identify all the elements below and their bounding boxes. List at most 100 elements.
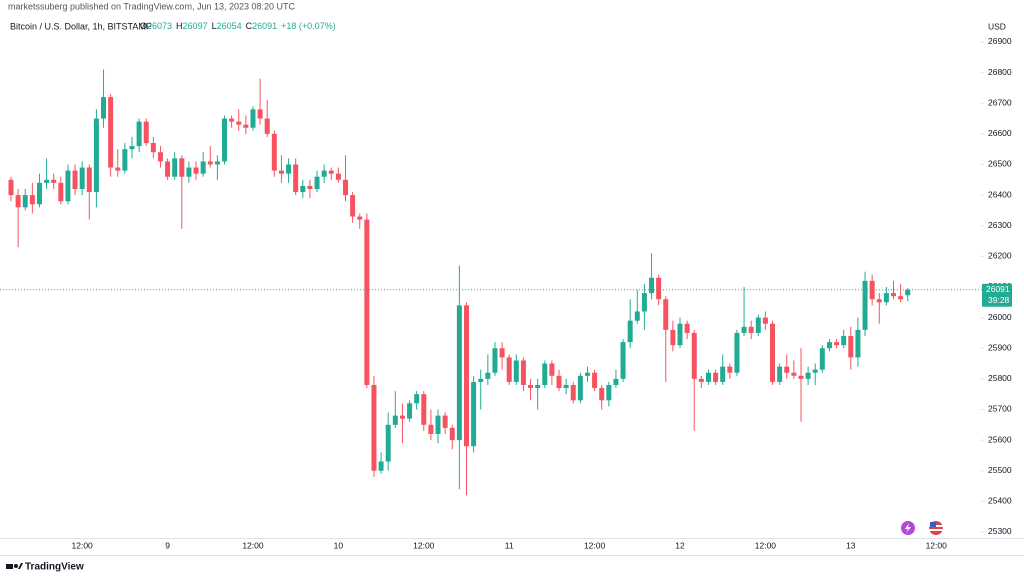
- candle-body: [741, 326, 747, 333]
- candle-body: [150, 143, 156, 153]
- legend-value: 26054: [217, 21, 242, 31]
- candle-body: [101, 97, 107, 119]
- y-tick-label: 26600: [988, 128, 1012, 138]
- candle-body: [222, 118, 228, 162]
- y-tick-label: 25600: [988, 434, 1012, 444]
- candle-body: [691, 332, 697, 379]
- candle-body: [592, 372, 598, 389]
- candle-body: [435, 415, 441, 434]
- candle-body: [663, 299, 669, 330]
- candle-body: [720, 366, 726, 382]
- candle-body: [385, 424, 391, 462]
- x-tick-label: 12:00: [584, 540, 606, 550]
- candle-body: [627, 320, 633, 343]
- candle-body: [684, 323, 690, 333]
- y-tick-label: 26400: [988, 189, 1012, 199]
- candle-body: [172, 158, 178, 177]
- candle-body: [257, 109, 263, 119]
- candle-body: [570, 384, 576, 401]
- candle-body: [805, 372, 811, 379]
- candle-body: [93, 118, 99, 193]
- x-tick-label: 13: [846, 540, 856, 550]
- y-tick-label: 25500: [988, 465, 1012, 475]
- candle-body: [841, 335, 847, 346]
- candle-body: [8, 179, 14, 196]
- last-price-box: [982, 283, 1012, 307]
- candle-body: [891, 293, 897, 297]
- candle-body: [705, 372, 711, 382]
- y-tick-label: 26000: [988, 312, 1012, 322]
- candle-body: [656, 277, 662, 300]
- candle-body: [129, 146, 135, 150]
- candle-body: [528, 384, 534, 389]
- x-tick-label: 12: [675, 540, 685, 550]
- candle-body: [407, 403, 413, 419]
- candle-body: [584, 372, 590, 376]
- candle-body: [506, 357, 512, 382]
- candle-body: [243, 124, 249, 128]
- y-tick-label: 25900: [988, 342, 1012, 352]
- candle-body: [314, 176, 320, 189]
- candle-body: [876, 299, 882, 303]
- candle-body: [620, 342, 626, 379]
- candle-body: [727, 366, 733, 373]
- candle-body: [442, 415, 448, 428]
- candle-body: [157, 152, 163, 162]
- candle-body: [499, 348, 505, 358]
- candle-body: [392, 415, 398, 425]
- y-tick-label: 26300: [988, 220, 1012, 230]
- candle-body: [399, 415, 405, 419]
- legend-value: 26091: [252, 21, 277, 31]
- candle-body: [214, 161, 220, 165]
- candle-body: [364, 219, 370, 385]
- candle-body: [869, 280, 875, 300]
- candle-body: [791, 372, 797, 376]
- candle-body: [79, 167, 85, 189]
- candle-body: [812, 369, 818, 373]
- candle-body: [698, 378, 704, 382]
- y-tick-label: 26900: [988, 36, 1012, 46]
- candle-body: [143, 121, 149, 144]
- y-axis-label: USD: [988, 21, 1006, 31]
- candle-body: [734, 332, 740, 373]
- candle-body: [44, 179, 50, 183]
- candle-body: [342, 179, 348, 196]
- candle-body: [278, 170, 284, 174]
- candle-body: [271, 133, 277, 171]
- candle-body: [300, 185, 306, 193]
- candle-body: [307, 185, 313, 189]
- candle-body: [855, 329, 861, 358]
- y-tick-label: 25800: [988, 373, 1012, 383]
- candle-body: [428, 424, 434, 434]
- candle-body: [29, 195, 35, 205]
- candle-body: [236, 121, 242, 125]
- candle-body: [834, 342, 840, 346]
- candle-body: [613, 378, 619, 385]
- logo-mark: [6, 564, 13, 569]
- candle-body: [193, 167, 199, 174]
- y-tick-label: 26500: [988, 159, 1012, 169]
- candle-body: [264, 118, 270, 134]
- legend-key: C: [246, 21, 253, 31]
- candle-body: [485, 372, 491, 379]
- candle-body: [58, 182, 64, 202]
- x-tick-label: 12:00: [755, 540, 777, 550]
- candle-body: [599, 388, 605, 401]
- ohlc-legend: O26073 H26097 L26054 C26091 +18 (+0.07%): [140, 21, 336, 31]
- legend-key: O: [140, 21, 147, 31]
- candle-body: [563, 384, 569, 389]
- brand: TradingView: [25, 562, 84, 573]
- candle-body: [492, 348, 498, 373]
- candle-body: [762, 317, 768, 324]
- candle-body: [350, 195, 356, 217]
- candle-body: [471, 381, 477, 447]
- publisher: marketssuberg published on TradingView.c…: [8, 1, 296, 11]
- candle-body: [463, 305, 469, 447]
- candle-body: [826, 342, 832, 349]
- candle-body: [86, 167, 92, 193]
- candle-body: [713, 372, 719, 382]
- lightning-glyph: [905, 523, 911, 533]
- legend-value: 26097: [183, 21, 208, 31]
- candle-body: [784, 366, 790, 373]
- candle-body: [136, 121, 142, 147]
